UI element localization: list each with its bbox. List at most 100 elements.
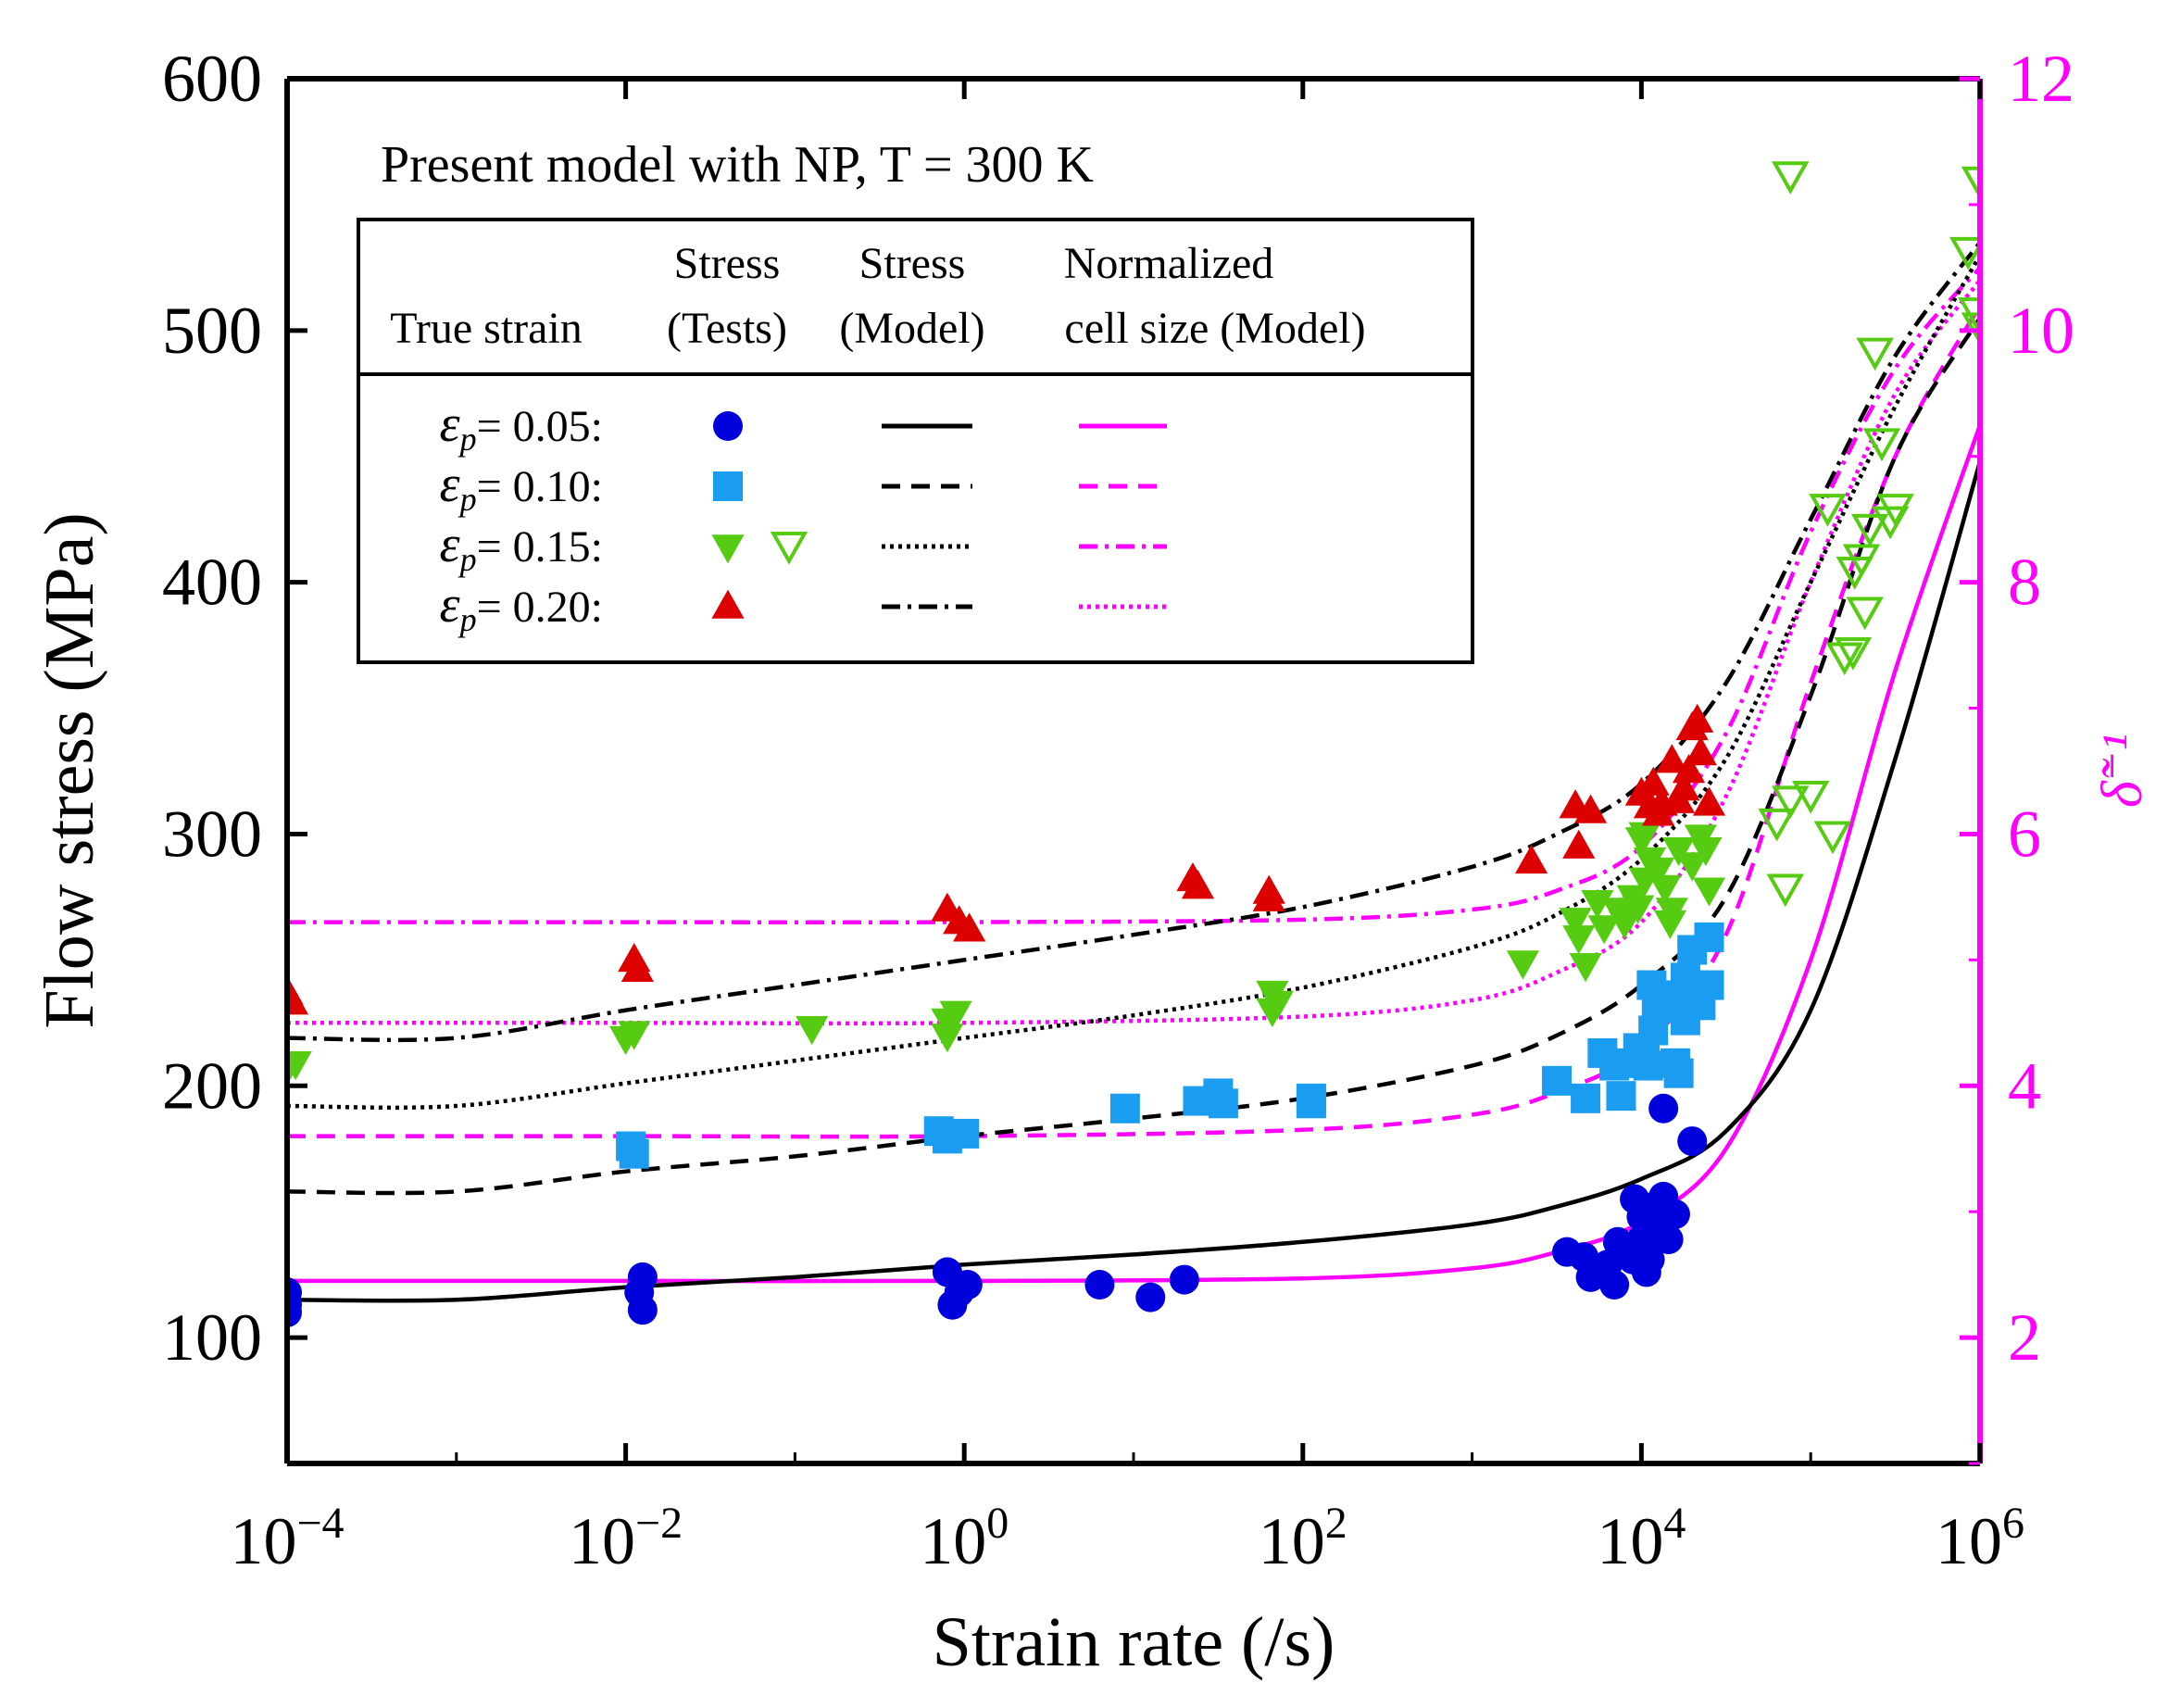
test-point-1-12 <box>1571 1083 1601 1113</box>
test-point-0-17 <box>1599 1270 1630 1300</box>
test-point-4-27 <box>1692 786 1726 816</box>
test-point-3-6 <box>1825 642 1863 676</box>
legend-header-strain: True strain <box>390 304 583 353</box>
test-point-3-10 <box>1846 597 1884 631</box>
y-tick-label-4: 500 <box>162 294 262 368</box>
test-point-3-0 <box>1758 808 1796 842</box>
stress-model-curve-2 <box>287 254 1982 1111</box>
test-point-2-16 <box>1587 915 1621 945</box>
test-point-3-16 <box>1772 161 1810 195</box>
legend-marker-0 <box>713 411 743 441</box>
y2-axis-label: δ̃⁻¹ <box>2091 734 2154 808</box>
test-point-1-26 <box>1663 1058 1694 1088</box>
y2-tick-label-3: 8 <box>2008 546 2041 620</box>
test-markers <box>287 161 1982 1327</box>
stress-model-curve-3 <box>287 241 1982 1043</box>
test-point-1-8 <box>1208 1088 1238 1119</box>
x-tick-label-1: 10−2 <box>569 1499 683 1578</box>
test-point-3-11 <box>1850 513 1889 547</box>
y-tick-label-5: 600 <box>162 42 262 116</box>
legend-header-model-2: (Model) <box>839 304 984 353</box>
x-tick-label-5: 106 <box>1936 1499 2024 1578</box>
test-point-3-17 <box>1949 236 1982 270</box>
cell-size-curve-3 <box>287 279 1982 1026</box>
test-point-2-25 <box>1628 822 1661 851</box>
legend-marker-2 <box>711 534 745 564</box>
test-point-4-3 <box>620 952 654 983</box>
test-point-1-1 <box>619 1138 649 1169</box>
y-axis-label: Flow stress (MPa) <box>31 512 108 1028</box>
test-point-0-33 <box>1677 1126 1708 1157</box>
test-point-2-29 <box>1655 898 1688 927</box>
legend-header-tests-2: (Tests) <box>667 304 787 353</box>
legend-label-0: εp= 0.05: <box>440 396 603 458</box>
test-point-4-1 <box>287 986 309 1015</box>
cell-size-curve-2 <box>287 266 1982 925</box>
y2-tick-label-1: 4 <box>2008 1049 2041 1123</box>
test-point-1-19 <box>1633 1050 1663 1081</box>
legend-marker-1 <box>713 471 743 501</box>
legend-box <box>357 218 1474 664</box>
test-point-1-32 <box>1694 922 1724 952</box>
test-point-3-3 <box>1791 780 1830 814</box>
test-point-0-11 <box>1135 1282 1166 1312</box>
test-point-2-14 <box>1569 953 1602 983</box>
annotation-title: Present model with NP, T = 300 K <box>381 136 1094 194</box>
legend-header-model-1: Stress <box>859 239 966 288</box>
test-point-0-5 <box>627 1295 658 1325</box>
test-point-1-33 <box>1694 970 1724 1000</box>
test-point-1-15 <box>1606 1081 1636 1111</box>
test-point-2-27 <box>1648 874 1682 904</box>
test-point-0-21 <box>1610 1234 1640 1264</box>
y2-tick-label-4: 10 <box>2008 294 2074 368</box>
test-point-2-34 <box>1692 877 1726 907</box>
test-point-2-12 <box>1559 908 1592 937</box>
legend-rows: εp= 0.05:εp= 0.10:εp= 0.15:εp= 0.20: <box>440 396 1167 638</box>
x-tick-label-4: 104 <box>1597 1499 1686 1578</box>
test-point-2-7 <box>939 1000 972 1030</box>
test-point-2-21 <box>1622 895 1655 924</box>
test-point-4-10 <box>1252 882 1285 911</box>
test-point-1-5 <box>1109 1093 1140 1124</box>
test-point-3-4 <box>1809 494 1847 527</box>
test-point-2-4 <box>796 1015 829 1046</box>
legend-header-cell-1: Normalized <box>1064 239 1274 288</box>
test-point-0-31 <box>1660 1199 1690 1229</box>
test-point-2-13 <box>1562 925 1596 955</box>
test-point-4-11 <box>1514 844 1548 874</box>
test-point-2-1 <box>287 1051 312 1081</box>
test-point-0-25 <box>1635 1244 1665 1275</box>
test-point-0-2 <box>287 1297 302 1327</box>
test-point-3-7 <box>1834 637 1873 671</box>
test-point-4-26 <box>1684 736 1717 766</box>
test-point-3-2 <box>1772 785 1810 820</box>
x-tick-label-2: 100 <box>920 1499 1009 1578</box>
test-point-2-33 <box>1689 836 1723 867</box>
test-point-2-30 <box>1662 836 1696 867</box>
test-point-2-26 <box>1642 857 1675 886</box>
y2-tick-label-5: 12 <box>2008 42 2074 116</box>
test-point-0-9 <box>952 1270 983 1300</box>
x-axis-label: Strain rate (/s) <box>933 1603 1335 1681</box>
y-tick-label-0: 100 <box>162 1300 262 1375</box>
test-point-3-13 <box>1862 428 1901 462</box>
test-point-2-28 <box>1653 910 1687 939</box>
test-point-0-32 <box>1648 1093 1679 1124</box>
test-point-4-23 <box>1672 754 1706 784</box>
test-point-0-12 <box>1169 1264 1199 1295</box>
legend-marker-3 <box>711 589 745 619</box>
test-point-0-10 <box>1084 1270 1115 1300</box>
test-point-0-30 <box>1653 1224 1684 1255</box>
y-tick-label-1: 200 <box>162 1049 262 1123</box>
test-point-2-3 <box>618 1021 651 1050</box>
test-point-1-11 <box>1542 1065 1572 1096</box>
axis-ticks: 10−4 10−2 100 102 104 10610020030040050060024… <box>162 42 2074 1578</box>
legend-label-3: εp= 0.20: <box>440 576 603 638</box>
test-point-2-31 <box>1675 852 1709 882</box>
test-point-2-10 <box>1256 998 1289 1028</box>
legend-header-cell-2: cell size (Model) <box>1064 304 1365 353</box>
legend-label-2: εp= 0.15: <box>440 516 603 578</box>
stress-model-curve-1 <box>287 317 1982 1196</box>
test-point-4-22 <box>1667 772 1700 801</box>
